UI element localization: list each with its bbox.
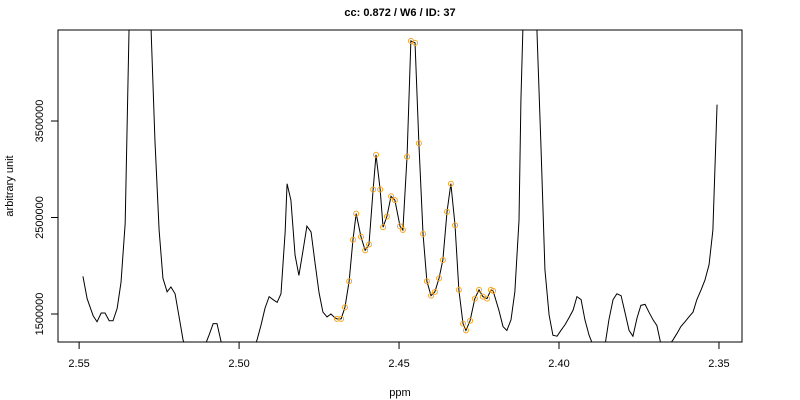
plot-area	[82, 30, 718, 342]
plot-frame	[57, 29, 743, 343]
peak-point	[365, 241, 372, 248]
peak-point	[333, 315, 340, 322]
peak-point	[467, 317, 474, 324]
peak-point	[436, 275, 443, 282]
peak-point	[452, 222, 459, 229]
peak-point	[428, 292, 435, 299]
peak-point	[338, 315, 345, 322]
peak-point	[404, 153, 411, 160]
peak-point	[341, 304, 348, 311]
peak-point	[476, 286, 483, 293]
peak-point	[353, 210, 360, 217]
y-tick-label: 2500000	[34, 196, 46, 239]
peak-point	[420, 230, 427, 237]
peak-point	[444, 208, 451, 215]
spectrum-line	[82, 30, 718, 342]
peak-point	[362, 247, 369, 254]
peak-point	[431, 288, 438, 295]
x-tick-label: 2.45	[388, 358, 409, 370]
peak-point	[484, 295, 491, 302]
peak-point	[357, 233, 364, 240]
peak-point	[349, 236, 356, 243]
peak-point	[397, 223, 403, 230]
y-tick-label: 3500000	[34, 100, 46, 143]
peak-point	[370, 186, 377, 193]
x-tick-label: 2.50	[228, 358, 249, 370]
peak-point	[383, 213, 390, 220]
peak-point	[373, 151, 380, 158]
x-tick-label: 2.55	[68, 358, 89, 370]
x-axis-label: ppm	[389, 387, 410, 399]
peak-point	[391, 197, 398, 204]
peak-point	[412, 39, 419, 46]
peak-point	[439, 256, 446, 263]
peak-point	[447, 180, 454, 187]
y-axis-label: arbitrary unit	[4, 155, 16, 216]
peak-point	[455, 286, 462, 293]
peak-point	[415, 140, 422, 147]
peak-point	[388, 193, 395, 200]
peak-point	[460, 320, 467, 327]
peak-point	[399, 227, 406, 234]
peak-point	[423, 278, 430, 285]
x-tick-label: 2.35	[708, 358, 729, 370]
peak-point	[380, 224, 387, 231]
x-tick-label: 2.40	[548, 358, 569, 370]
chart-title: cc: 0.872 / W6 / ID: 37	[344, 7, 455, 19]
peak-point	[462, 327, 469, 334]
peak-point	[377, 186, 384, 193]
y-tick-label: 1500000	[34, 293, 46, 336]
peak-point	[346, 278, 353, 285]
peak-point	[490, 287, 497, 294]
peak-point	[471, 295, 478, 302]
